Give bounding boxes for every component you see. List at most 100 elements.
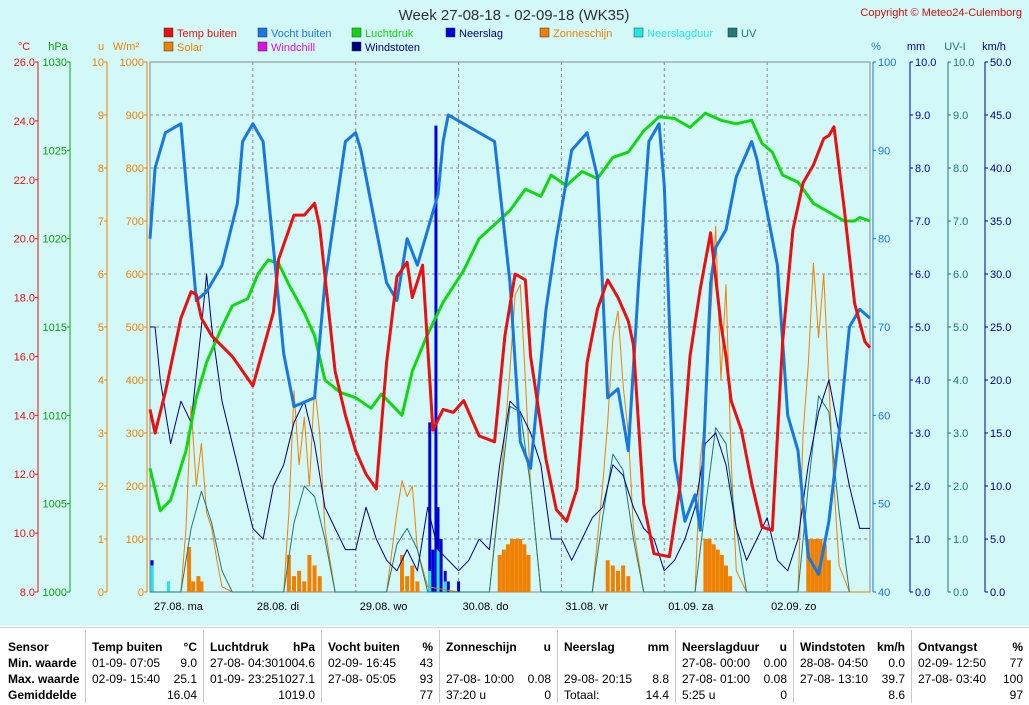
bar-zonneschijn — [415, 581, 420, 592]
column-separator — [203, 630, 204, 703]
left-axis-tick-label: 1015 — [43, 322, 67, 334]
left-axis-tick-label: 18.0 — [14, 293, 35, 305]
bar-zonneschijn — [286, 554, 291, 592]
bar-zonneschijn — [187, 546, 192, 592]
bar-neerslag — [457, 581, 461, 592]
right-axis-tick-label: 1.0 — [953, 534, 968, 546]
right-axis-tick-label: 6.0 — [915, 269, 930, 281]
column-title: Vocht buiten — [328, 640, 400, 654]
series-line-luchtdruk — [148, 111, 871, 513]
cell-value: 14.4 — [645, 688, 669, 702]
legend-marker — [257, 41, 268, 52]
column-title: Ontvangst — [918, 640, 978, 654]
legend-item-label: Windchill — [271, 42, 315, 54]
cell-time: 27-08- 13:10 — [800, 672, 869, 686]
right-axis-tick-label: 60 — [878, 410, 890, 422]
cell-value: 77 — [1009, 656, 1023, 670]
cell-time: 01-09- 07:05 — [92, 656, 161, 670]
bar-zonneschijn — [703, 539, 708, 592]
bar-neerslagduur — [428, 570, 432, 592]
left-axis-tick-label: 600 — [126, 269, 144, 281]
legend-marker — [351, 41, 362, 52]
cell-time: 27-08- 05:05 — [328, 672, 397, 686]
legend-marker — [163, 41, 174, 52]
summary-column: Windstoten km/h 28-08- 04:50 0.0 27-08- 13:1… — [796, 628, 911, 705]
legend-item-label: Neerslagduur — [647, 28, 713, 40]
left-axis-tick-label: 1000 — [120, 57, 144, 69]
bar-zonneschijn — [307, 554, 312, 592]
series-line-uv — [150, 395, 850, 593]
x-axis-tick-label: 01.09. za — [668, 601, 714, 613]
bar-zonneschijn — [626, 576, 631, 592]
cell-value: 1027.1 — [278, 672, 315, 686]
bar-zonneschijn — [610, 565, 615, 592]
bar-zonneschijn — [297, 570, 302, 592]
right-axis-tick-label: 4.0 — [915, 375, 930, 387]
cell-value: 25.1 — [173, 672, 197, 686]
bar-neerslag — [446, 581, 450, 592]
bar-zonneschijn — [497, 554, 502, 592]
cell-time: 01-09- 23:25 — [210, 672, 279, 686]
bar-neerslag — [431, 549, 435, 592]
cell-time: 27-08- 01:00 — [682, 672, 751, 686]
cell-value: 39.7 — [881, 672, 905, 686]
left-axis-tick-label: 10 — [92, 57, 104, 69]
row-label: Max. waarde — [8, 672, 80, 686]
bar-zonneschijn — [724, 565, 728, 592]
bar-zonneschijn — [711, 544, 716, 592]
column-unit: hPa — [292, 640, 315, 654]
left-axis-tick-label: 900 — [126, 110, 144, 122]
right-axis-tick-label: 0.0 — [990, 587, 1005, 599]
left-axis-tick-label: 16.0 — [14, 351, 35, 363]
left-axis-tick-label: 8 — [98, 163, 104, 175]
cell-value: 100 — [1002, 672, 1023, 686]
left-axis-tick-label: 0 — [138, 587, 144, 599]
bar-zonneschijn — [199, 581, 204, 592]
right-axis-tick-label: 40 — [878, 587, 890, 599]
column-unit: u — [779, 640, 787, 654]
left-axis-tick-label: 800 — [126, 163, 144, 175]
legend-marker — [445, 27, 456, 38]
x-axis-tick-label: 02.09. zo — [771, 601, 816, 613]
left-axis-tick-label: 1030 — [43, 57, 67, 69]
legend-item-label: Solar — [177, 42, 203, 54]
cell-time: 27-08- 03:40 — [918, 672, 987, 686]
cell-value: 0.08 — [763, 672, 787, 686]
legend-item-label: Luchtdruk — [365, 28, 414, 40]
right-axis-tick-label: 0.0 — [953, 587, 968, 599]
row-label: Min. waarde — [8, 656, 77, 670]
x-axis-tick-label: 28.08. di — [257, 601, 299, 613]
summary-column: Vocht buiten% 02-09- 16:45 43 27-08- 05:05 9… — [324, 628, 439, 705]
cell-time: 02-09- 12:50 — [918, 656, 987, 670]
column-unit: °C — [183, 640, 197, 654]
bar-zonneschijn — [616, 570, 620, 592]
cell-time: 5:25 u — [682, 688, 716, 702]
left-axis-tick-label: 1005 — [43, 499, 67, 511]
bar-zonneschijn — [312, 565, 317, 592]
cell-value: 77 — [419, 688, 433, 702]
right-axis-tick-label: 90 — [878, 145, 890, 157]
bar-zonneschijn — [317, 576, 322, 592]
bar-zonneschijn — [410, 565, 415, 592]
left-axis-tick-label: 100 — [126, 534, 144, 546]
cell-value: 97 — [1009, 688, 1023, 702]
bar-zonneschijn — [621, 565, 626, 592]
bar-zonneschijn — [501, 549, 506, 592]
cell-time: 02-09- 16:45 — [328, 656, 397, 670]
right-axis-tick-label: 3.0 — [915, 428, 930, 440]
right-axis-tick-label: 5.0 — [990, 534, 1005, 546]
cell-value: 93 — [419, 672, 433, 686]
left-axis-unit: W/m² — [113, 41, 140, 53]
left-axis-tick-label: 1 — [98, 534, 104, 546]
right-axis-tick-label: 80 — [878, 234, 890, 246]
bar-zonneschijn — [806, 539, 811, 592]
right-axis-tick-label: 100 — [878, 57, 896, 69]
column-unit: mm — [647, 640, 669, 654]
column-unit: km/h — [876, 640, 905, 654]
left-axis-tick-label: 20.0 — [14, 234, 35, 246]
right-axis-tick-label: 2.0 — [915, 481, 930, 493]
bar-zonneschijn — [302, 581, 307, 592]
right-axis-tick-label: 5.0 — [953, 322, 968, 334]
right-axis-tick-label: 8.0 — [953, 163, 968, 175]
cell-time: 27-08- 10:00 — [446, 672, 515, 686]
